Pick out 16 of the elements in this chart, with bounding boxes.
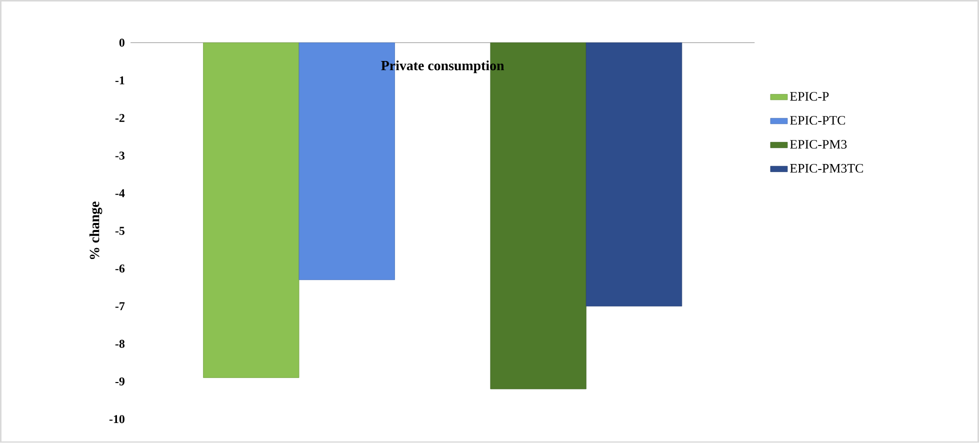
legend-label: EPIC-PM3 [790,140,847,149]
y-axis-title: % change [89,202,102,260]
y-tick-label: -5 [115,227,124,235]
y-tick-label: -3 [115,152,125,160]
legend-label: EPIC-PM3TC [790,164,863,173]
y-tick-label: -2 [115,114,124,122]
y-tick-label: -1 [115,76,124,84]
y-tick-label: -10 [109,415,124,424]
y-tick-label: 0 [119,38,124,47]
y-tick-label: -9 [115,378,124,386]
y-tick-label: -7 [115,302,125,310]
y-tick-label: -4 [115,189,125,198]
y-tick-label: -6 [115,264,125,273]
legend-label: EPIC-PTC [790,116,845,125]
y-tick-label: -8 [115,340,125,348]
legend-label: EPIC-P [790,92,829,101]
